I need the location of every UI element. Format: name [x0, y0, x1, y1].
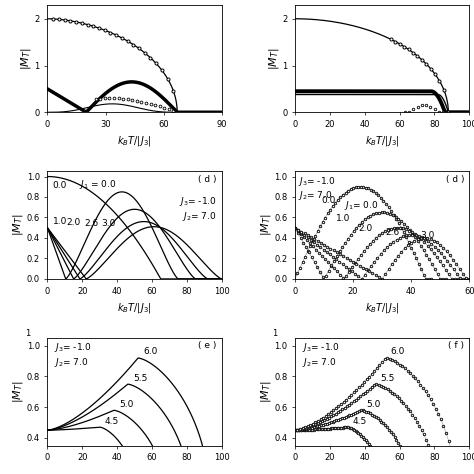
Text: 2.6: 2.6 [84, 219, 98, 228]
Text: 6.0: 6.0 [391, 347, 405, 356]
X-axis label: $k_BT/|J_3|$: $k_BT/|J_3|$ [365, 301, 400, 315]
Text: 0.0: 0.0 [321, 196, 336, 205]
Text: 5.0: 5.0 [366, 400, 381, 409]
X-axis label: $k_BT/|J_3|$: $k_BT/|J_3|$ [117, 301, 152, 315]
Y-axis label: $|M_T|$: $|M_T|$ [11, 381, 25, 403]
Text: $J_3$= -1.0
$J_2$= 7.0: $J_3$= -1.0 $J_2$= 7.0 [299, 174, 336, 202]
Text: $J_1$= 0.0: $J_1$= 0.0 [344, 200, 378, 212]
X-axis label: $k_BT/|J_3|$: $k_BT/|J_3|$ [365, 135, 400, 148]
X-axis label: $k_BT/|J_3|$: $k_BT/|J_3|$ [117, 135, 152, 148]
Text: 5.0: 5.0 [119, 400, 133, 409]
Text: 3.0: 3.0 [101, 219, 116, 228]
Text: 6.0: 6.0 [143, 347, 158, 356]
Text: 2.0: 2.0 [66, 218, 81, 227]
Text: ( f ): ( f ) [448, 341, 464, 350]
Text: 3.0: 3.0 [420, 231, 434, 240]
Text: 5.5: 5.5 [380, 374, 395, 383]
Text: 4.5: 4.5 [353, 417, 367, 426]
Text: 1: 1 [25, 329, 30, 338]
Text: $J_3$= -1.0
$J_2$= 7.0: $J_3$= -1.0 $J_2$= 7.0 [302, 341, 340, 369]
Y-axis label: $|M_T|$: $|M_T|$ [267, 47, 281, 70]
Text: ( d ): ( d ) [198, 174, 217, 183]
Text: $J_1$ = 0.0: $J_1$ = 0.0 [79, 178, 116, 191]
Text: ( e ): ( e ) [198, 341, 217, 350]
Text: $J_3$= -1.0
$J_2$= 7.0: $J_3$= -1.0 $J_2$= 7.0 [55, 341, 92, 369]
Text: 1.0: 1.0 [53, 217, 67, 226]
Y-axis label: $|M_T|$: $|M_T|$ [259, 381, 273, 403]
Y-axis label: $|M_T|$: $|M_T|$ [19, 47, 33, 70]
Text: 4.5: 4.5 [105, 417, 119, 426]
Text: 1.0: 1.0 [336, 214, 350, 223]
Text: 2.6: 2.6 [385, 228, 399, 237]
Text: 5.5: 5.5 [133, 374, 147, 383]
Text: ( d ): ( d ) [446, 174, 464, 183]
Y-axis label: $|M_T|$: $|M_T|$ [11, 214, 25, 237]
Text: 2.0: 2.0 [359, 224, 373, 233]
Y-axis label: $|M_T|$: $|M_T|$ [259, 214, 273, 237]
Text: $J_3$= -1.0
$J_2$= 7.0: $J_3$= -1.0 $J_2$= 7.0 [179, 195, 217, 223]
Text: 0.0: 0.0 [53, 181, 67, 190]
Text: 1: 1 [272, 329, 277, 338]
